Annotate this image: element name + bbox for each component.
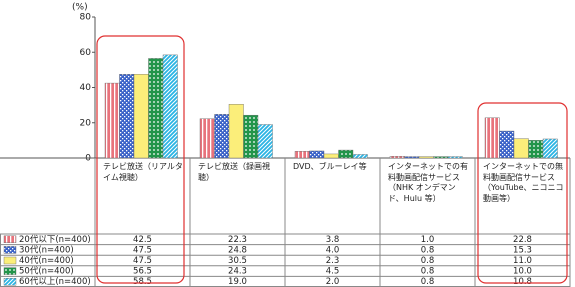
table-value: 11.0 [513,256,532,266]
legend-label: 50代(n=400) [19,266,74,277]
y-tick-label: 40 [80,83,92,93]
bar [513,138,529,159]
table-value: 0.8 [421,277,435,287]
bar [228,104,244,159]
table-value: 4.0 [326,245,340,255]
y-tick-label: 20 [80,118,92,128]
table-value: 2.0 [326,277,340,287]
table-value: 10.8 [513,277,532,287]
category-label: インターネットでの無料動画配信サービス（YouTube、ニコニコ動画等） [483,162,564,203]
y-tick-label: 80 [80,13,92,23]
table-value: 4.5 [326,267,340,277]
table-value: 0.8 [421,245,435,255]
table-value: 1.0 [421,235,435,245]
highlight-box [96,35,185,284]
table-value: 22.3 [228,235,247,245]
bar [404,156,420,159]
table-value: 2.3 [326,256,340,266]
highlight-box [477,102,568,284]
bar [104,82,120,159]
legend-swatch [3,267,17,275]
bar [214,114,230,159]
category-label: テレビ放送（リアルタイム視聴） [103,162,183,182]
y-unit: (%) [72,3,88,13]
legend-swatch [3,256,17,265]
category-label: DVD、ブルーレイ等 [293,162,367,171]
category-label: インターネットでの有料動画配信サービス（NHK オンデマンド、Hulu 等） [388,162,468,203]
bar [162,54,178,159]
legend-label: 20代以下(n=400) [19,234,91,245]
bar [433,156,449,159]
table-value: 30.5 [228,256,247,266]
bar [309,150,325,159]
bar [243,114,259,159]
table-value: 10.0 [513,267,532,277]
table-value: 42.5 [133,235,152,245]
table-value: 15.3 [513,245,532,255]
bar [338,149,354,159]
category-label: テレビ放送（録画視聴） [198,162,270,182]
bar [352,154,368,159]
bar [199,118,215,159]
legend-swatch [3,246,17,254]
table-value: 3.8 [326,235,340,245]
bar [323,153,339,159]
bar [499,130,515,159]
bar [133,74,149,159]
table-value: 58.5 [133,277,152,287]
legend-label: 30代(n=400) [19,244,74,255]
table-value: 47.5 [133,245,152,255]
y-tick-label: 60 [80,48,92,58]
bar [294,151,310,159]
table-value: 24.8 [228,245,247,255]
legend-swatch [3,278,17,286]
table-value: 22.8 [513,235,532,245]
table-value: 0.8 [421,256,435,266]
legend-label: 60代以上(n=400) [19,276,91,287]
bar [119,74,135,159]
table-value: 19.0 [228,277,247,287]
legend-swatch [3,235,17,244]
table-value: 47.5 [133,256,152,266]
bar [418,156,434,159]
bar [528,140,544,159]
bar [542,138,558,159]
legend-label: 40代(n=400) [19,255,74,266]
bar [148,58,164,159]
bar [447,156,463,159]
bar [484,117,500,159]
table-value: 0.8 [421,267,435,277]
bar [257,124,273,159]
table-value: 24.3 [228,267,247,277]
bar [389,156,405,159]
table-value: 56.5 [133,267,152,277]
